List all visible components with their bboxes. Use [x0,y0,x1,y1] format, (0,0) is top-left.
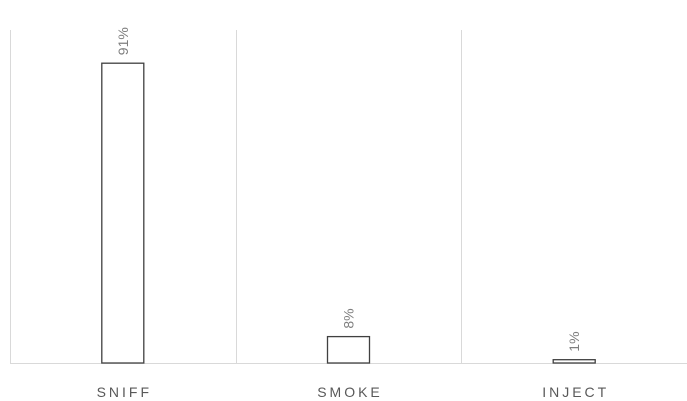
category-label-inject: INJECT [542,384,609,400]
data-labels-layer: 91% 8% 1% [115,27,582,352]
data-label-sniff: 91% [115,27,131,55]
bar-inject [552,359,596,364]
bar-smoke [326,335,371,364]
data-label-smoke: 8% [341,308,357,328]
category-label-sniff: SNIFF [97,384,152,400]
bars-layer [101,62,596,364]
bar-sniff [101,62,145,364]
category-labels-layer: SNIFF SMOKE INJECT [97,384,609,400]
data-label-inject: 1% [566,331,582,351]
category-label-smoke: SMOKE [317,384,383,400]
